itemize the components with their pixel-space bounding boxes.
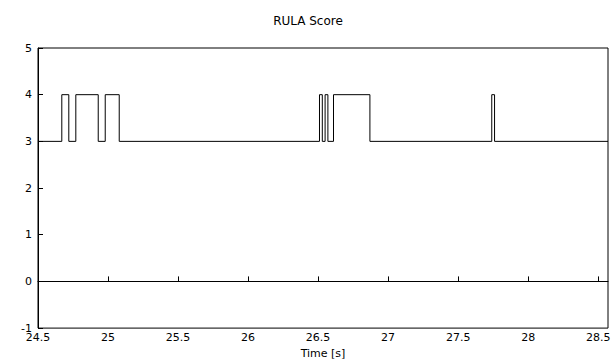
svg-text:24.5: 24.5: [26, 331, 51, 344]
svg-text:4: 4: [25, 88, 32, 101]
svg-text:25.5: 25.5: [166, 331, 191, 344]
svg-text:26.5: 26.5: [306, 331, 331, 344]
svg-text:5: 5: [25, 42, 32, 55]
svg-text:-1: -1: [21, 321, 32, 335]
svg-text:1: 1: [25, 228, 32, 241]
svg-text:27: 27: [381, 331, 395, 344]
svg-text:28: 28: [521, 331, 535, 344]
svg-text:27.5: 27.5: [446, 331, 471, 344]
svg-text:28.5: 28.5: [586, 331, 611, 344]
svg-text:2: 2: [25, 182, 32, 195]
svg-text:RULA Score: RULA Score: [273, 14, 343, 28]
svg-text:26: 26: [241, 331, 255, 344]
svg-text:3: 3: [25, 135, 32, 148]
svg-text:Time [s]: Time [s]: [300, 347, 346, 360]
svg-text:0: 0: [25, 275, 32, 288]
svg-text:25: 25: [101, 331, 115, 344]
